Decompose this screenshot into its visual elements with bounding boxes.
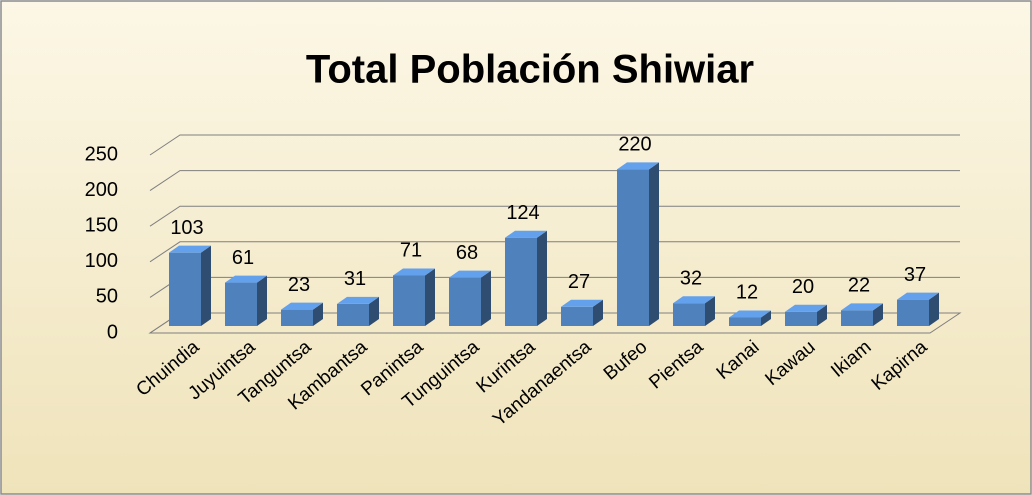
- data-label: 124: [506, 202, 539, 224]
- bar-front: [337, 303, 369, 326]
- bar: [281, 302, 323, 326]
- bar-top: [897, 292, 939, 300]
- bar-top: [505, 230, 547, 238]
- bar-side: [929, 292, 939, 326]
- bar-top: [281, 302, 323, 310]
- bar-front: [169, 252, 201, 326]
- bar-front: [729, 317, 761, 326]
- bar-side: [537, 230, 547, 326]
- bar: [169, 245, 211, 326]
- bar-top: [617, 162, 659, 170]
- data-label: 32: [680, 267, 702, 289]
- bar: [505, 230, 547, 326]
- data-label: 61: [232, 247, 254, 269]
- y-tick-label: 100: [85, 250, 118, 272]
- bar: [337, 296, 379, 326]
- bar: [897, 292, 939, 326]
- data-label: 103: [170, 217, 203, 239]
- bar-front: [673, 303, 705, 326]
- data-label: 20: [792, 276, 814, 298]
- grid-line: [149, 170, 960, 192]
- y-tick-label: 250: [85, 143, 118, 165]
- bar-side: [313, 302, 323, 326]
- bar: [449, 270, 491, 326]
- bar-front: [897, 299, 929, 326]
- bar-front: [505, 237, 537, 326]
- bar-side: [705, 296, 715, 326]
- bar-front: [281, 309, 313, 326]
- bar: [841, 303, 883, 326]
- data-label: 31: [344, 268, 366, 290]
- bar-front: [449, 277, 481, 326]
- bar-top: [561, 299, 603, 307]
- data-label: 71: [400, 240, 422, 262]
- data-label: 37: [904, 264, 926, 286]
- bar: [673, 296, 715, 326]
- bar-top: [841, 303, 883, 311]
- bar-top: [785, 304, 827, 312]
- bar-side: [201, 245, 211, 326]
- y-tick-label: 50: [96, 286, 118, 308]
- y-tick-label: 150: [85, 214, 118, 236]
- bar-side: [257, 275, 267, 326]
- bar-side: [649, 162, 659, 326]
- data-label: 22: [848, 275, 870, 297]
- chart-title: Total Población Shiwiar: [306, 48, 754, 92]
- bar-top: [673, 296, 715, 304]
- bar-top: [225, 275, 267, 283]
- data-label: 23: [288, 274, 310, 296]
- bar-top: [729, 310, 771, 318]
- grid-line: [149, 134, 960, 156]
- y-tick-label: 0: [107, 321, 118, 343]
- bar: [617, 162, 659, 326]
- bar-front: [841, 310, 873, 326]
- bar-side: [817, 304, 827, 326]
- bar-front: [225, 282, 257, 326]
- grid-line: [149, 241, 960, 263]
- data-label: 220: [618, 134, 651, 156]
- data-label: 27: [568, 271, 590, 293]
- bar: [785, 304, 827, 326]
- grid-line: [149, 205, 960, 227]
- bar-side: [873, 303, 883, 326]
- bar-side: [425, 268, 435, 326]
- bar-side: [481, 270, 491, 326]
- bar-side: [369, 296, 379, 326]
- data-label: 12: [736, 282, 758, 304]
- bar: [393, 268, 435, 326]
- bar-front: [561, 306, 593, 326]
- bar-front: [617, 169, 649, 326]
- bar-front: [393, 275, 425, 326]
- bar-top: [449, 270, 491, 278]
- bar-front: [785, 311, 817, 326]
- data-label: 68: [456, 242, 478, 264]
- bar-top: [169, 245, 211, 253]
- bar: [561, 299, 603, 326]
- bar-top: [393, 268, 435, 276]
- bar: [225, 275, 267, 326]
- bar-top: [337, 296, 379, 304]
- bar-side: [593, 299, 603, 326]
- bar: [729, 310, 771, 326]
- y-tick-label: 200: [85, 179, 118, 201]
- bar-side: [761, 310, 771, 326]
